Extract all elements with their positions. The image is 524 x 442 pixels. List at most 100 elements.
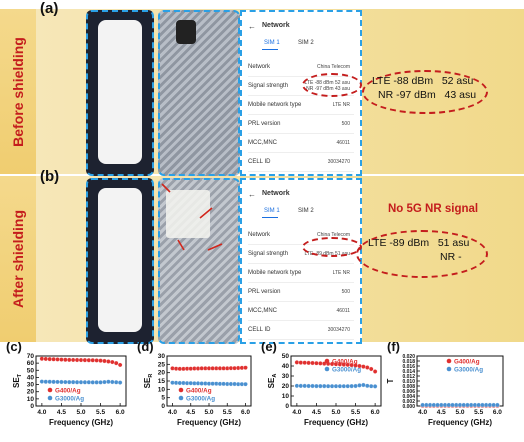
setting-label: MCC,MNC [248, 308, 277, 314]
data-point [302, 383, 307, 389]
y-tick-label: 30 [158, 353, 166, 360]
data-point [461, 402, 466, 408]
data-point [243, 365, 248, 370]
panel-letter-e: (e) [261, 342, 277, 354]
phone-screen-b [98, 188, 142, 332]
setting-label: Network [248, 64, 271, 70]
data-point [113, 380, 119, 385]
data-point [349, 383, 354, 389]
arrow-icon [199, 207, 213, 219]
y-tick-label: 20 [27, 389, 35, 396]
data-point [357, 383, 362, 388]
data-point [341, 383, 347, 389]
row-divider [248, 76, 354, 77]
data-point [59, 357, 64, 362]
data-point [454, 402, 459, 408]
data-point [310, 383, 315, 389]
data-point [74, 379, 80, 385]
camera-module-a [176, 20, 196, 44]
data-point [325, 383, 331, 389]
y-axis-label-subscript: A [272, 374, 278, 378]
data-point [59, 379, 64, 385]
data-point [94, 358, 99, 363]
phone-screen-a [98, 20, 142, 164]
y-tick-label: 0.004 [402, 394, 415, 400]
data-point [86, 357, 92, 363]
data-point [361, 382, 366, 388]
y-tick-label: 0.008 [402, 384, 415, 390]
arrow-icon [161, 183, 171, 193]
x-tick-label: 4.5 [312, 409, 321, 416]
data-point [365, 383, 370, 389]
y-tick-label: 0.014 [402, 369, 415, 375]
y-tick-label: 25 [158, 361, 166, 368]
data-point [472, 402, 478, 408]
data-point [55, 379, 60, 385]
data-point [98, 380, 103, 385]
row-divider [248, 263, 354, 264]
data-point [43, 379, 49, 384]
panel-letter-a: (a) [40, 0, 59, 17]
data-point [51, 379, 56, 385]
y-tick-label: 20 [282, 383, 290, 390]
x-tick-label: 5.5 [223, 409, 232, 416]
x-tick-label: 4.0 [292, 409, 301, 416]
data-point [39, 379, 45, 384]
legend-marker [178, 395, 184, 401]
phone-front-b [86, 178, 154, 344]
y-tick-label: 5 [161, 395, 165, 402]
legend-marker [47, 395, 53, 401]
legend-label: G3000/Ag [186, 395, 215, 402]
data-point [318, 383, 323, 389]
data-point [435, 402, 440, 408]
y-tick-label: 20 [158, 370, 166, 377]
legend-marker [324, 358, 330, 364]
x-axis-label: Frequency (GHz) [304, 418, 368, 427]
data-point [457, 402, 463, 408]
y-axis-label: SET [12, 373, 23, 388]
phone-front-a [86, 10, 154, 176]
data-point [102, 379, 107, 385]
row-divider [248, 95, 354, 96]
data-point [446, 402, 452, 408]
signal-ellipse-b [356, 230, 488, 278]
y-tick-label: 15 [158, 378, 166, 385]
legend-marker [47, 387, 53, 393]
data-point [82, 380, 88, 385]
row-divider [248, 244, 354, 245]
shield-film [166, 190, 210, 238]
data-point [298, 383, 304, 389]
row-divider [248, 320, 354, 321]
after-shielding-label: After shielding [10, 209, 26, 309]
data-point [67, 357, 72, 363]
signal-ellipse-b-screen [302, 237, 362, 257]
y-axis-label-subscript: T [17, 373, 23, 377]
row-label-after: After shielding [0, 176, 36, 342]
legend-marker [446, 358, 452, 364]
x-tick-label: 5.5 [96, 409, 105, 416]
readout-b-line2: NR - [440, 251, 462, 263]
x-axis-label: Frequency (GHz) [49, 418, 113, 427]
readout-a-line2: NR -97 dBm 43 asu [378, 89, 477, 101]
data-point [117, 380, 123, 385]
setting-value: 500 [341, 121, 350, 127]
y-tick-label: 10 [158, 386, 166, 393]
arrow-icons [161, 183, 223, 251]
y-tick-label: 30 [27, 382, 35, 389]
x-tick-label: 4.0 [168, 409, 177, 416]
setting-label: Signal strength [248, 83, 289, 89]
y-tick-label: 10 [27, 396, 35, 403]
y-axis-label: T [386, 378, 395, 383]
screen-title: Network [262, 22, 290, 29]
data-point [329, 383, 335, 389]
x-tick-label: 4.0 [418, 409, 427, 416]
setting-value: LTE NR [332, 270, 350, 276]
back-arrow-icon: ← [248, 190, 256, 199]
data-point [442, 402, 448, 408]
data-point [82, 357, 88, 363]
arrow-icon [177, 239, 185, 251]
setting-value: 46011 [336, 308, 350, 314]
data-point [487, 402, 493, 408]
setting-label: PRL version [248, 289, 281, 295]
readout-b-line1: LTE -89 dBm 51 asu [368, 237, 470, 249]
